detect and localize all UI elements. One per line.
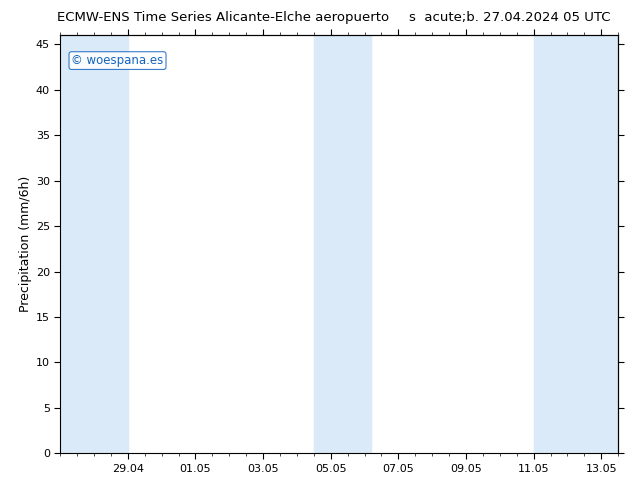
Text: s  acute;b. 27.04.2024 05 UTC: s acute;b. 27.04.2024 05 UTC	[409, 11, 611, 24]
Y-axis label: Precipitation (mm/6h): Precipitation (mm/6h)	[18, 176, 32, 313]
Bar	[534, 35, 567, 453]
Bar	[567, 35, 618, 453]
Bar	[77, 35, 128, 453]
Bar	[314, 35, 337, 453]
Text: ECMW-ENS Time Series Alicante-Elche aeropuerto: ECMW-ENS Time Series Alicante-Elche aero…	[57, 11, 389, 24]
Bar	[337, 35, 372, 453]
Text: © woespana.es: © woespana.es	[72, 54, 164, 67]
Bar	[60, 35, 77, 453]
